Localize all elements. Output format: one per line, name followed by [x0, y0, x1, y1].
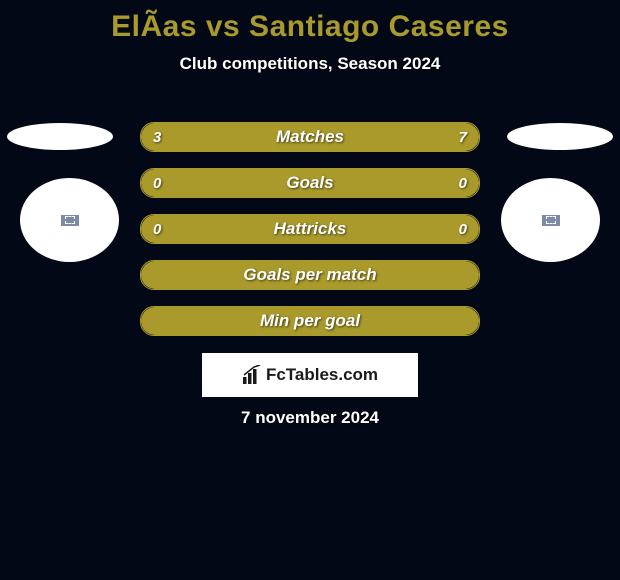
bar-label: Matches — [141, 123, 479, 151]
decor-ellipse-right — [507, 123, 613, 150]
subtitle: Club competitions, Season 2024 — [0, 54, 620, 74]
placeholder-image-icon — [540, 213, 562, 228]
bar-value-right: 0 — [459, 169, 467, 197]
comparison-bars: 3 Matches 7 0 Goals 0 0 Hattricks 0 Goal… — [140, 122, 480, 352]
bar-row-hattricks: 0 Hattricks 0 — [140, 214, 480, 244]
bar-chart-icon — [242, 365, 262, 385]
bar-label: Hattricks — [141, 215, 479, 243]
bar-row-min-per-goal: Min per goal — [140, 306, 480, 336]
bar-label: Min per goal — [141, 307, 479, 335]
bar-label: Goals per match — [141, 261, 479, 289]
bar-row-goals: 0 Goals 0 — [140, 168, 480, 198]
placeholder-image-icon — [59, 213, 81, 228]
decor-ellipse-left — [7, 123, 113, 150]
bar-value-right: 0 — [459, 215, 467, 243]
fctables-logo[interactable]: FcTables.com — [202, 353, 418, 397]
date-text: 7 november 2024 — [0, 408, 620, 428]
bar-label: Goals — [141, 169, 479, 197]
bar-value-right: 7 — [459, 123, 467, 151]
bar-row-goals-per-match: Goals per match — [140, 260, 480, 290]
bar-row-matches: 3 Matches 7 — [140, 122, 480, 152]
player-badge-left — [20, 178, 119, 262]
player-badge-right — [501, 178, 600, 262]
logo-text: FcTables.com — [266, 365, 378, 385]
page-title: ElÃ­as vs Santiago Caseres — [0, 0, 620, 44]
